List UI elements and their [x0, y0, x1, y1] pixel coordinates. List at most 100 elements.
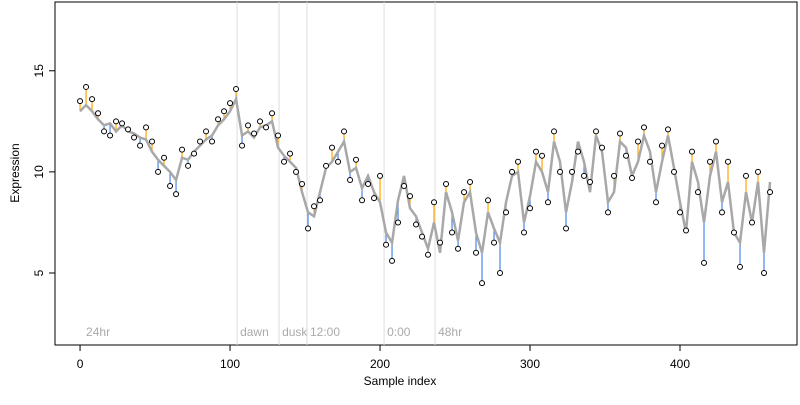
data-point	[701, 259, 708, 266]
y-tick-label: 15	[32, 64, 46, 78]
data-point	[755, 168, 762, 175]
data-point	[77, 98, 84, 105]
annotation: 48hr	[438, 325, 462, 339]
data-point	[179, 146, 186, 153]
data-point	[611, 172, 618, 179]
data-point	[419, 233, 426, 240]
data-point	[509, 168, 516, 175]
data-point	[389, 257, 396, 264]
data-point	[581, 172, 588, 179]
x-tick-label: 300	[520, 357, 540, 371]
x-tick-label: 100	[220, 357, 240, 371]
data-point	[287, 150, 294, 157]
data-point	[251, 130, 258, 137]
data-point	[107, 132, 114, 139]
data-point	[623, 152, 630, 159]
data-point	[299, 181, 306, 188]
data-point	[593, 128, 600, 135]
data-point	[191, 150, 198, 157]
annotation: 24hr	[86, 325, 110, 339]
data-point	[761, 270, 768, 277]
x-tick-label: 0	[77, 357, 84, 371]
data-point	[731, 229, 738, 236]
data-point	[539, 152, 546, 159]
data-point	[689, 148, 696, 155]
data-point	[353, 156, 360, 163]
data-point	[275, 132, 282, 139]
data-point	[485, 197, 492, 204]
data-point	[209, 138, 216, 145]
data-point	[569, 168, 576, 175]
data-point	[479, 280, 486, 287]
data-point	[719, 209, 726, 216]
data-point	[575, 148, 582, 155]
data-point	[137, 142, 144, 149]
y-tick-label: 5	[32, 269, 46, 276]
x-axis-label: Sample index	[364, 374, 437, 388]
data-point	[185, 162, 192, 169]
annotation: 12:00	[310, 325, 340, 339]
data-point	[665, 126, 672, 133]
data-point	[527, 205, 534, 212]
data-point	[707, 158, 714, 165]
data-point	[125, 126, 132, 133]
data-point	[683, 227, 690, 234]
data-point	[413, 221, 420, 228]
data-point	[371, 195, 378, 202]
data-point	[329, 144, 336, 151]
data-point	[377, 172, 384, 179]
annotation: dusk	[282, 325, 308, 339]
data-point	[647, 158, 654, 165]
data-point	[167, 183, 174, 190]
x-tick-label: 400	[670, 357, 690, 371]
data-point	[695, 189, 702, 196]
data-point	[155, 168, 162, 175]
data-point	[203, 128, 210, 135]
data-point	[101, 128, 108, 135]
fitted-line	[79, 95, 772, 254]
data-point	[491, 239, 498, 246]
data-point	[605, 209, 612, 216]
data-point	[215, 116, 222, 123]
data-point	[497, 270, 504, 277]
data-point	[671, 168, 678, 175]
data-point	[437, 239, 444, 246]
data-point	[431, 199, 438, 206]
data-point	[449, 229, 456, 236]
data-point	[113, 118, 120, 125]
data-point	[89, 96, 96, 103]
data-point	[197, 138, 204, 145]
data-point	[599, 144, 606, 151]
y-tick-label: 10	[32, 165, 46, 179]
data-point	[311, 203, 318, 210]
data-point	[323, 162, 330, 169]
data-point	[83, 83, 90, 90]
data-point	[149, 138, 156, 145]
data-point	[161, 154, 168, 161]
data-point	[425, 251, 432, 258]
data-point	[743, 172, 750, 179]
x-tick-label: 200	[370, 357, 390, 371]
data-point	[347, 176, 354, 183]
data-point	[455, 245, 462, 252]
data-point	[227, 100, 234, 107]
data-point	[461, 189, 468, 196]
annotation: 0:00	[387, 325, 411, 339]
data-point	[281, 158, 288, 165]
data-point	[365, 181, 372, 188]
data-point	[131, 134, 138, 141]
data-point	[293, 168, 300, 175]
data-point	[515, 158, 522, 165]
data-point	[317, 197, 324, 204]
data-point	[551, 128, 558, 135]
data-point	[521, 229, 528, 236]
data-point	[95, 110, 102, 117]
data-point	[119, 120, 126, 127]
data-point	[749, 219, 756, 226]
data-point	[359, 197, 366, 204]
data-point	[713, 138, 720, 145]
data-point	[767, 189, 774, 196]
data-point	[533, 148, 540, 155]
data-point	[173, 191, 180, 198]
